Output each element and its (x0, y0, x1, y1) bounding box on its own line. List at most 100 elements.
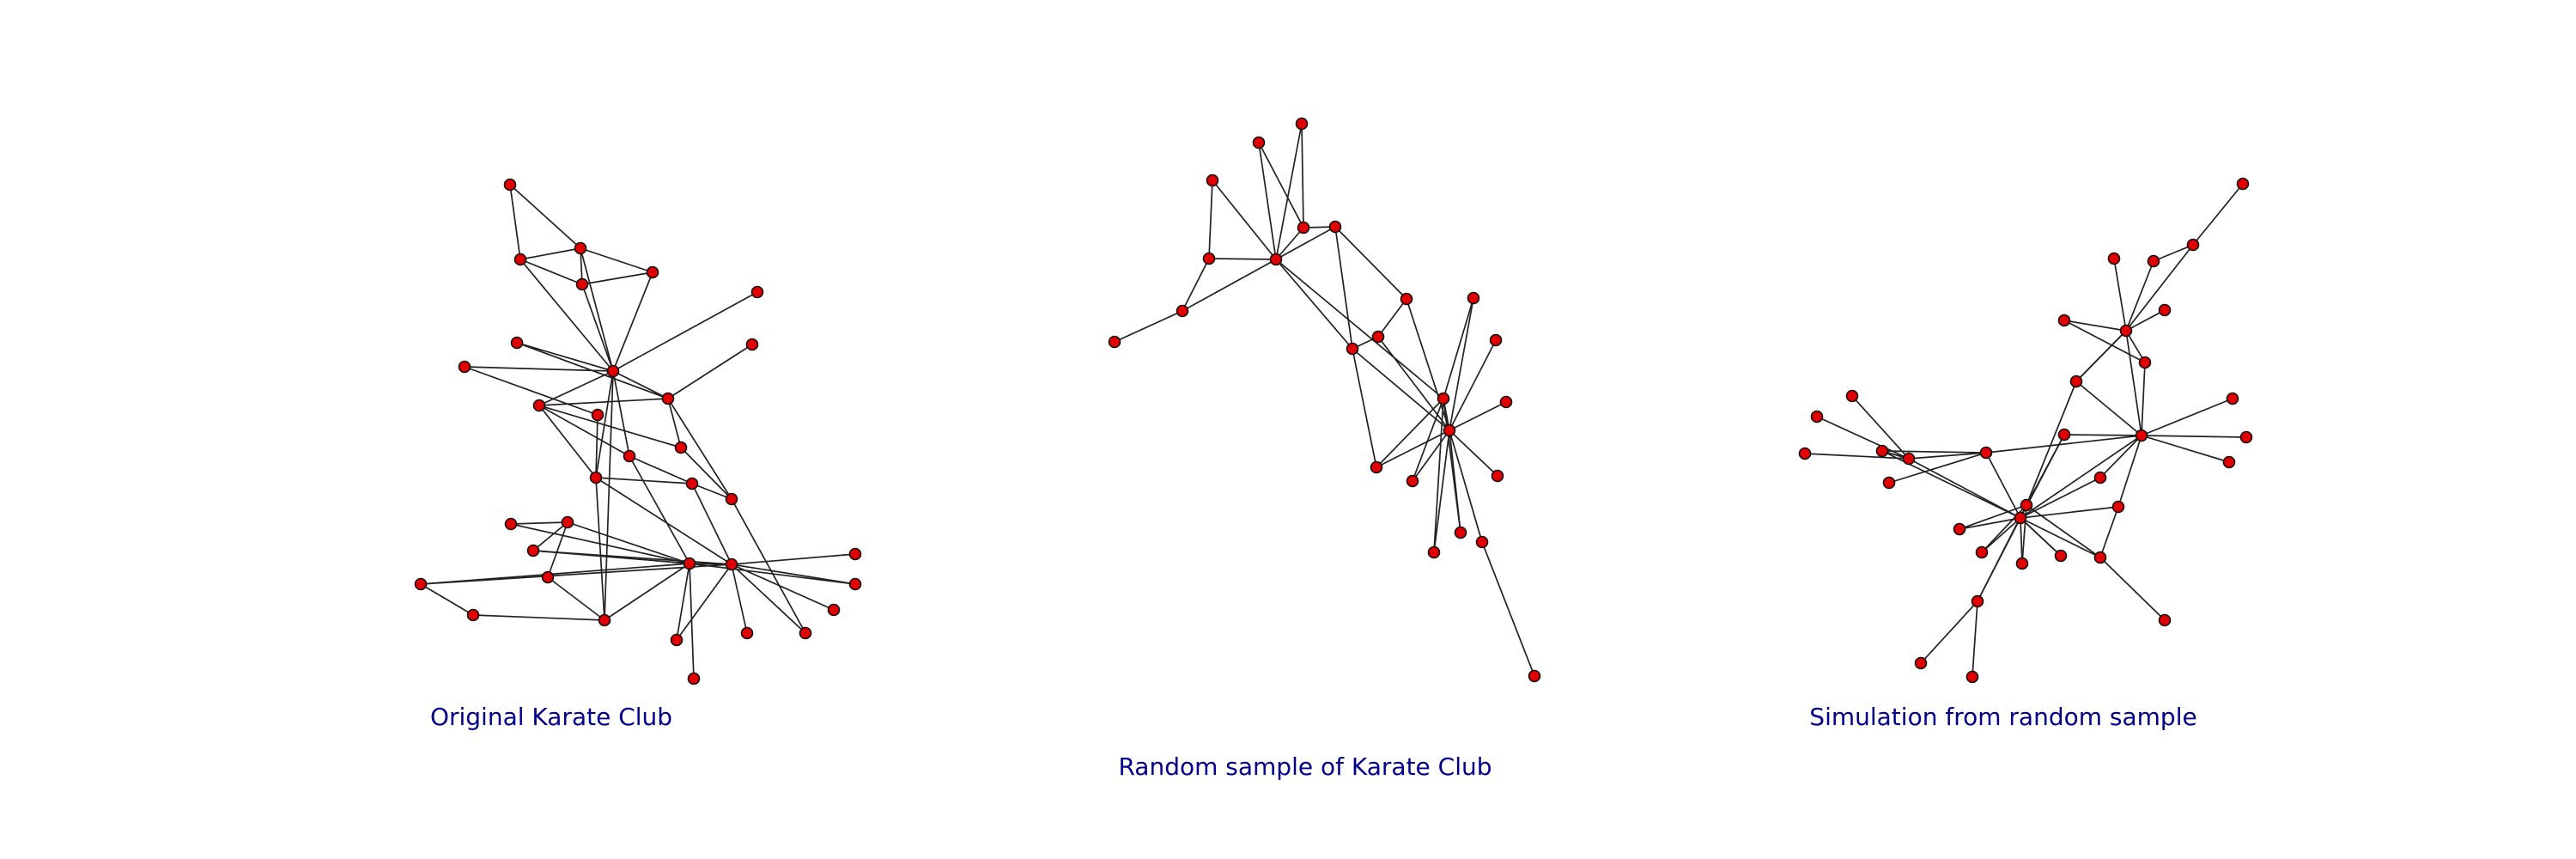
graph-edge (1971, 600, 1978, 678)
graph-edge (2020, 506, 2119, 519)
graph-edge (464, 366, 614, 372)
graph-node (2186, 238, 2200, 252)
graph-node (2222, 455, 2236, 469)
graph-edge (595, 370, 614, 478)
graph-node (2158, 303, 2172, 317)
graph-node (1437, 392, 1450, 405)
graph-node (1202, 252, 1216, 265)
graph-edge (1433, 398, 1444, 553)
graph-edge (1881, 450, 1987, 454)
graph-edge (519, 247, 581, 260)
graph-edge (1888, 452, 1987, 484)
graph-edge (1275, 226, 1336, 260)
graph-edge (612, 291, 758, 372)
graph-node (1845, 389, 1859, 403)
graph-edge (676, 564, 732, 641)
graph-edge (1208, 180, 1213, 259)
graph-edge (2020, 517, 2023, 564)
graph-edge (2125, 260, 2154, 332)
graph-node (1798, 447, 1812, 460)
graph-edge (2099, 506, 2119, 558)
graph-edge (2075, 330, 2127, 382)
graph-edge (1908, 458, 2021, 519)
graph-edge (1481, 541, 1535, 677)
graph-node (1328, 220, 1342, 234)
graph-edge (538, 405, 630, 457)
graph-edge (612, 271, 653, 372)
graph-node (574, 241, 587, 255)
graph-node (1971, 594, 1984, 608)
caption-original-karate-club: Original Karate Club (429, 703, 673, 731)
graph-node (1108, 335, 1121, 349)
graph-edge (1182, 259, 1277, 312)
graph-edge (1959, 517, 2021, 530)
graph-edge (1258, 142, 1277, 260)
graph-node (1297, 221, 1310, 235)
graph-node (1443, 423, 1456, 437)
graph-edge (547, 521, 568, 578)
graph-edge (2026, 434, 2065, 506)
graph-edge (1275, 227, 1304, 260)
graph-node (1965, 670, 1979, 684)
graph-edge (580, 247, 653, 273)
graph-edge (472, 614, 605, 621)
graph-edge (2020, 517, 2062, 557)
graph-node (2135, 429, 2148, 442)
graph-node (1902, 452, 1916, 466)
graph-edge (2063, 434, 2142, 436)
graph-node (1467, 291, 1480, 305)
graph-edge (680, 447, 732, 500)
graph-node (725, 492, 738, 506)
graph-edge (1449, 297, 1474, 431)
graph-edge (2020, 517, 2101, 558)
graph-edge (1433, 430, 1450, 553)
graph-edge (731, 564, 748, 634)
graph-edge (731, 498, 806, 634)
graph-node (2111, 500, 2125, 514)
graph-node (1427, 545, 1441, 559)
graph-node (458, 360, 471, 374)
graph-node (1176, 304, 1189, 318)
graph-node (2020, 498, 2033, 512)
graph-edge (1377, 298, 1407, 338)
graph-node (414, 577, 428, 591)
graph-node (2147, 254, 2160, 268)
graph-node (2014, 511, 2027, 525)
graph-edge (595, 477, 605, 621)
caption-simulation: Simulation from random sample (1809, 703, 2197, 731)
graph-node (1252, 136, 1266, 149)
graph-edge (1804, 453, 1910, 460)
graph-node (541, 570, 555, 584)
graph-edge (464, 366, 598, 416)
graph-edge (1275, 123, 1303, 260)
graph-edge (420, 564, 732, 585)
graph-edge (538, 405, 597, 478)
graph-edge (581, 271, 653, 285)
graph-edge (731, 564, 806, 634)
graph-edge (420, 583, 474, 616)
graph-edge (580, 247, 614, 372)
graph-node (1489, 333, 1503, 347)
graph-edge (731, 564, 835, 611)
graph-edge (1182, 258, 1210, 312)
graph-edge (691, 483, 732, 565)
graph-node (848, 547, 862, 561)
graph-edge (1212, 180, 1277, 260)
graph-node (589, 471, 603, 484)
graph-node (1882, 476, 1896, 490)
graph-node (1454, 526, 1467, 539)
graph-edge (1449, 430, 1498, 477)
graph-node (1269, 253, 1283, 266)
graph-edge (538, 405, 682, 448)
graph-edge (2063, 320, 2127, 332)
graph-node (799, 626, 812, 640)
graph-edge (519, 259, 583, 285)
graph-edge (1334, 226, 1407, 300)
graph-edge (1881, 450, 2021, 519)
graph-node (526, 544, 540, 557)
graph-edge (2026, 504, 2101, 558)
graph-node (1475, 535, 1489, 549)
graph-node (725, 557, 738, 571)
graph-edge (509, 184, 521, 260)
graph-edge (691, 483, 732, 500)
